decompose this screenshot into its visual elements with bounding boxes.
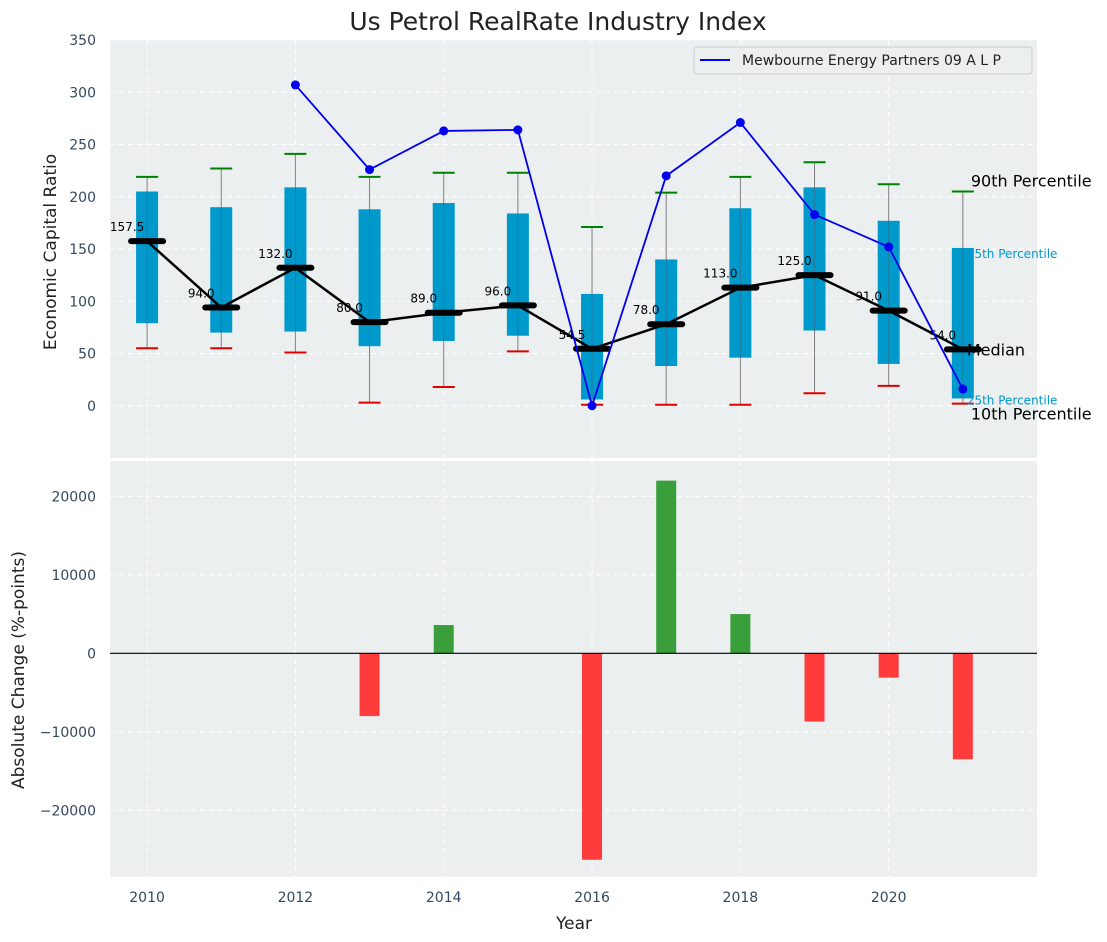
company-point-2012 (290, 80, 300, 90)
legend-box (693, 46, 1033, 75)
median-label-2017: 78.0 (633, 303, 660, 317)
bottom-y-tick-label: 10000 (51, 568, 96, 584)
top-y-tick-label: 0 (87, 399, 96, 415)
bottom-y-tick-label: −20000 (40, 803, 96, 819)
change-bar-2021 (952, 653, 973, 760)
annotation-median: Median (967, 340, 1025, 359)
x-tick-label: 2016 (574, 890, 610, 906)
top-y-tick-label: 350 (69, 33, 96, 49)
top-y-tick-label: 150 (69, 242, 96, 258)
chart-title: Us Petrol RealRate Industry Index (349, 7, 766, 36)
median-label-2020: 91.0 (855, 290, 882, 304)
median-trend-line (146, 240, 964, 351)
bottom-y-tick-label: 20000 (51, 489, 96, 505)
change-bar-2016 (582, 653, 603, 860)
bottom-panel: −20000 −10000 0 10000 20000 2010 2012 2014 2016 2… (40, 461, 1037, 906)
median-label-2015: 96.0 (485, 284, 512, 298)
top-y-tick-label: 250 (69, 138, 96, 154)
x-tick-label: 2020 (871, 890, 907, 906)
company-series-line (294, 84, 964, 409)
annotation-p90: 90th Percentile (971, 172, 1092, 191)
company-point-2018 (735, 118, 745, 128)
company-point-2021 (958, 384, 968, 394)
median-label-2013: 80.0 (336, 301, 363, 315)
top-y-tick-label: 100 (69, 294, 96, 310)
legend-label: Mewbourne Energy Partners 09 A L P (742, 53, 1001, 69)
top-y-tick-label: 50 (78, 347, 96, 363)
company-point-2015 (513, 125, 523, 135)
change-bar-2017 (656, 480, 677, 654)
x-tick-label: 2012 (278, 890, 314, 906)
x-axis-label: Year (555, 914, 592, 934)
top-y-axis-label: Economic Capital Ratio (41, 154, 61, 350)
legend: Mewbourne Energy Partners 09 A L P (693, 46, 1033, 75)
company-point-2013 (365, 165, 375, 175)
change-bar-2013 (359, 653, 380, 717)
top-y-tick-label: 300 (69, 85, 96, 101)
median-label-2018: 113.0 (703, 267, 737, 281)
top-y-tick-label: 200 (69, 190, 96, 206)
company-point-2014 (439, 126, 449, 136)
x-tick-label: 2010 (129, 890, 165, 906)
company-point-2016 (587, 401, 597, 411)
change-bar-2020 (878, 653, 899, 678)
annotation-p25: 25th Percentile (967, 393, 1058, 407)
top-panel: 0 50 100 150 200 250 300 350 157.5 94.0 132.0 80.0 8… (69, 33, 1092, 458)
x-tick-label: 2018 (723, 890, 759, 906)
bottom-y-axis-label: Absolute Change (%-points) (9, 551, 29, 789)
bottom-y-tick-label: 0 (87, 646, 96, 662)
company-point-2019 (810, 210, 820, 220)
annotation-p10: 10th Percentile (971, 405, 1092, 424)
median-label-2010: 157.5 (110, 220, 144, 234)
median-label-2019: 125.0 (777, 254, 811, 268)
change-bar-2019 (804, 653, 825, 722)
change-bar-2014 (433, 625, 454, 654)
change-bar-2018 (730, 614, 751, 654)
annotation-p75: 75th Percentile (967, 247, 1058, 261)
median-label-2012: 132.0 (258, 247, 292, 261)
median-label-2014: 89.0 (410, 292, 437, 306)
median-label-2011: 94.0 (188, 287, 215, 301)
company-point-2020 (884, 242, 894, 252)
x-tick-label: 2014 (426, 890, 462, 906)
company-point-2017 (661, 171, 671, 181)
bottom-y-tick-label: −10000 (40, 725, 96, 741)
median-label-2021: 54.0 (929, 328, 956, 342)
